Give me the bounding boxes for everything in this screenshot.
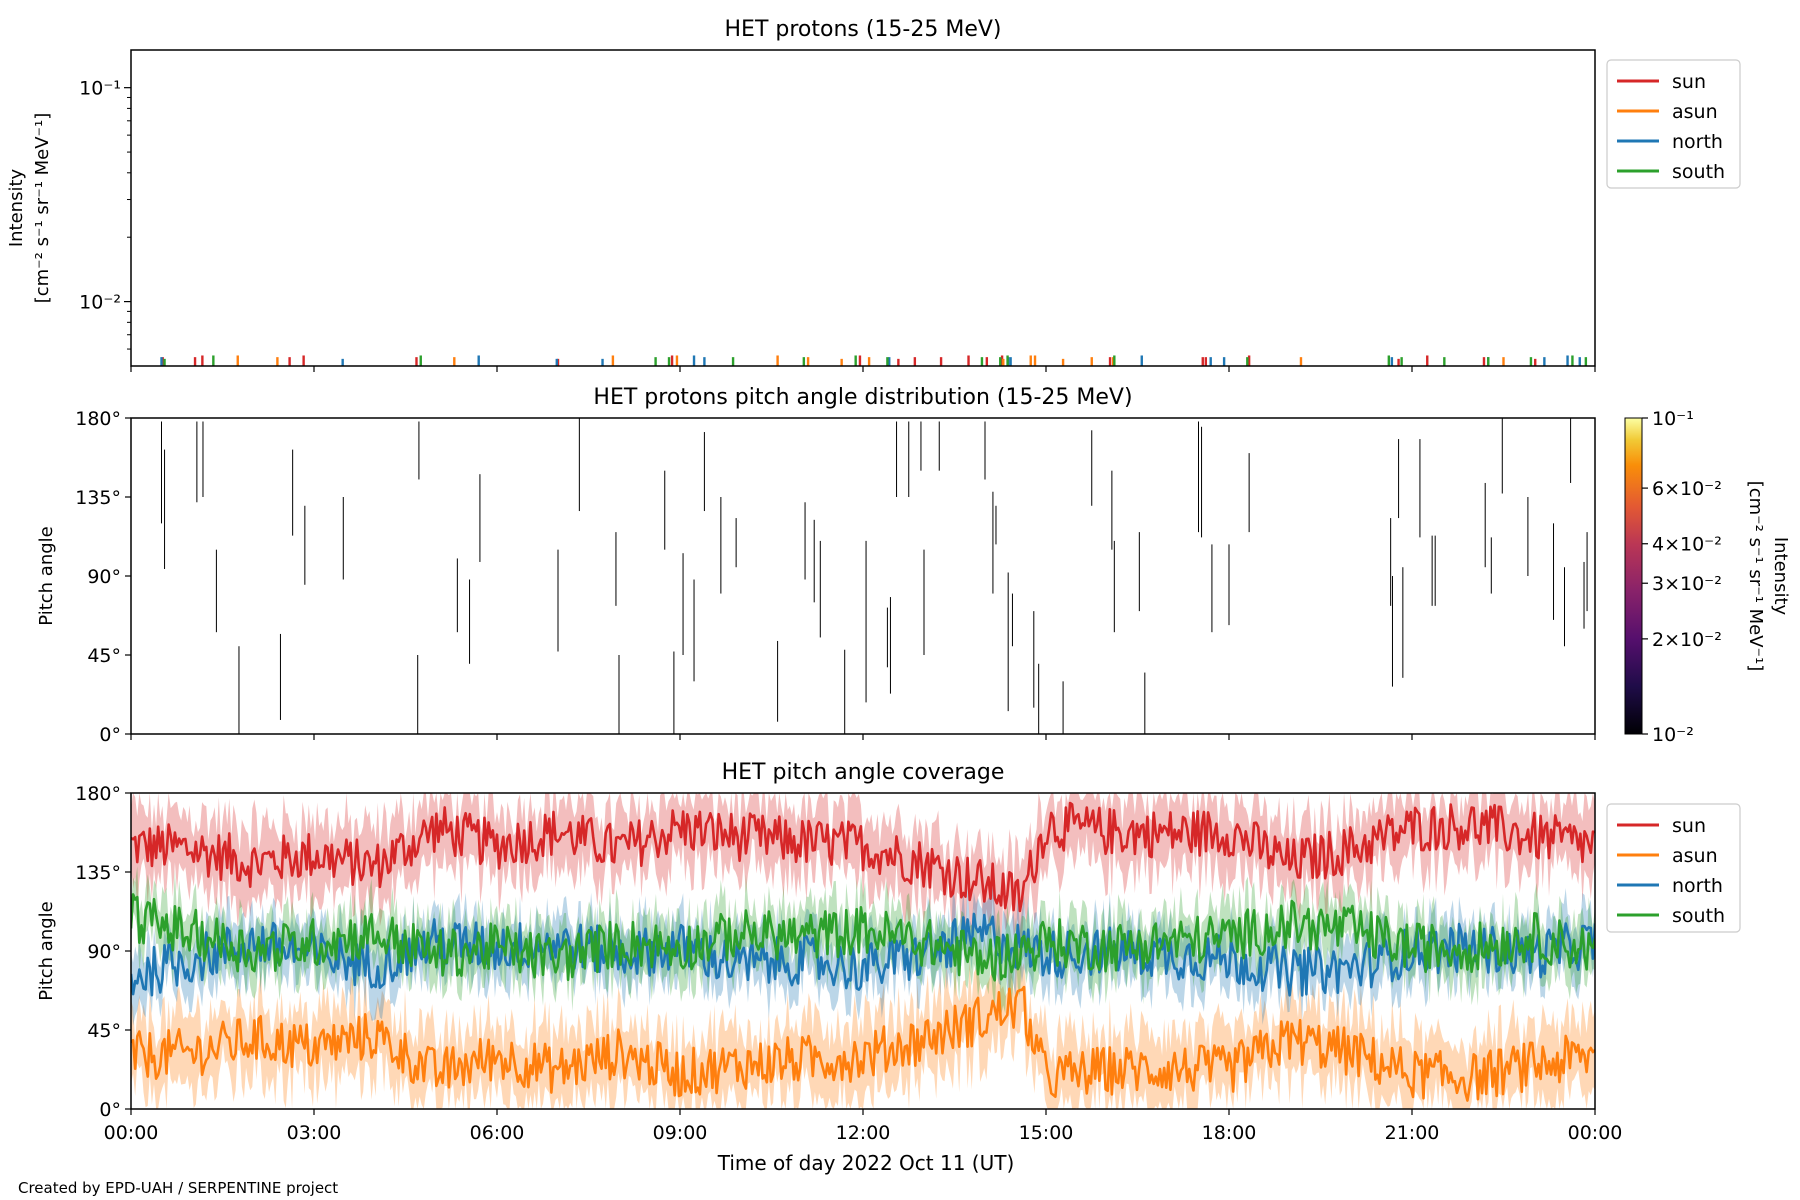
x-axis-label: Time of day 2022 Oct 11 (UT) — [717, 1151, 1015, 1175]
intensity-panel: HET protons (15-25 MeV) 10⁻¹ 10⁻² Intensity… — [6, 17, 1741, 372]
pitch-angle-coverage-panel: HET pitch angle coverage 0° 45° 90° 135° 180°… — [36, 760, 1741, 1144]
x-tick-label: 09:00 — [653, 1122, 708, 1144]
legend-label-north: north — [1672, 131, 1723, 153]
x-tick-label: 03:00 — [287, 1122, 342, 1144]
coverage-traces — [131, 793, 1595, 1109]
colorbar-units: [cm⁻² s⁻¹ sr⁻¹ MeV⁻¹] — [1745, 481, 1766, 672]
legend-label-asun: asun — [1672, 101, 1718, 123]
colorbar-tick-label: 4×10⁻² — [1652, 534, 1722, 556]
x-tick-label: 00:00 — [104, 1122, 159, 1144]
y-tick-label: 45° — [87, 645, 121, 667]
legend — [1606, 803, 1741, 933]
y-tick-label: 0° — [99, 1099, 121, 1121]
coverage-line-sun — [131, 801, 1595, 913]
legend-label-south: south — [1672, 161, 1725, 183]
legend-label-sun: sun — [1672, 815, 1706, 837]
plot-frame — [130, 49, 1596, 367]
pitch-angle-distribution-panel: HET protons pitch angle distribution (15… — [36, 385, 1791, 746]
y-tick-label: 10⁻² — [79, 292, 121, 314]
colorbar-tick-label: 6×10⁻² — [1652, 478, 1722, 500]
coverage-line-north — [131, 912, 1595, 997]
legend — [1606, 59, 1741, 189]
y-tick-label: 180° — [75, 783, 121, 805]
coverage-line-asun — [131, 985, 1595, 1102]
y-tick-label: 90° — [87, 566, 121, 588]
panel-title: HET protons pitch angle distribution (15… — [593, 385, 1132, 410]
x-tick-label: 21:00 — [1385, 1122, 1440, 1144]
y-tick-label: 90° — [87, 941, 121, 963]
y-axis-label: Pitch angle — [36, 526, 57, 625]
colorbar-tick-label: 10⁻¹ — [1652, 408, 1694, 430]
y-tick-label: 0° — [99, 724, 121, 746]
x-tick-label: 15:00 — [1019, 1122, 1074, 1144]
x-tick-label: 06:00 — [470, 1122, 525, 1144]
colorbar-label: Intensity — [1770, 537, 1791, 616]
y-tick-label: 135° — [75, 487, 121, 509]
footer-credit: Created by EPD-UAH / SERPENTINE project — [18, 1179, 338, 1197]
coverage-band-south — [131, 866, 1595, 1016]
colorbar-tick-label: 2×10⁻² — [1652, 629, 1722, 651]
plot-frame — [130, 417, 1596, 735]
y-axis-units: [cm⁻² s⁻¹ sr⁻¹ MeV⁻¹] — [32, 113, 53, 304]
panel-title: HET pitch angle coverage — [722, 760, 1005, 785]
x-tick-label: 12:00 — [836, 1122, 891, 1144]
legend-label-north: north — [1672, 875, 1723, 897]
y-tick-label: 45° — [87, 1020, 121, 1042]
x-tick-label: 00:00 — [1568, 1122, 1623, 1144]
panel-title: HET protons (15-25 MeV) — [725, 17, 1002, 42]
coverage-band-asun — [131, 947, 1595, 1109]
coverage-line-south — [131, 893, 1595, 982]
colorbar-tick-label: 3×10⁻² — [1652, 573, 1722, 595]
y-tick-label: 180° — [75, 408, 121, 430]
coverage-band-north — [131, 886, 1595, 1026]
legend-label-south: south — [1672, 905, 1725, 927]
legend-label-sun: sun — [1672, 71, 1706, 93]
colorbar-tick-label: 10⁻² — [1652, 724, 1694, 746]
y-axis-label: Intensity — [6, 168, 27, 247]
y-tick-label: 10⁻¹ — [79, 78, 121, 100]
y-tick-label: 135° — [75, 862, 121, 884]
legend-label-asun: asun — [1672, 845, 1718, 867]
colorbar — [1624, 417, 1643, 735]
coverage-band-sun — [131, 793, 1595, 951]
x-tick-label: 18:00 — [1202, 1122, 1257, 1144]
y-axis-label: Pitch angle — [36, 901, 57, 1000]
